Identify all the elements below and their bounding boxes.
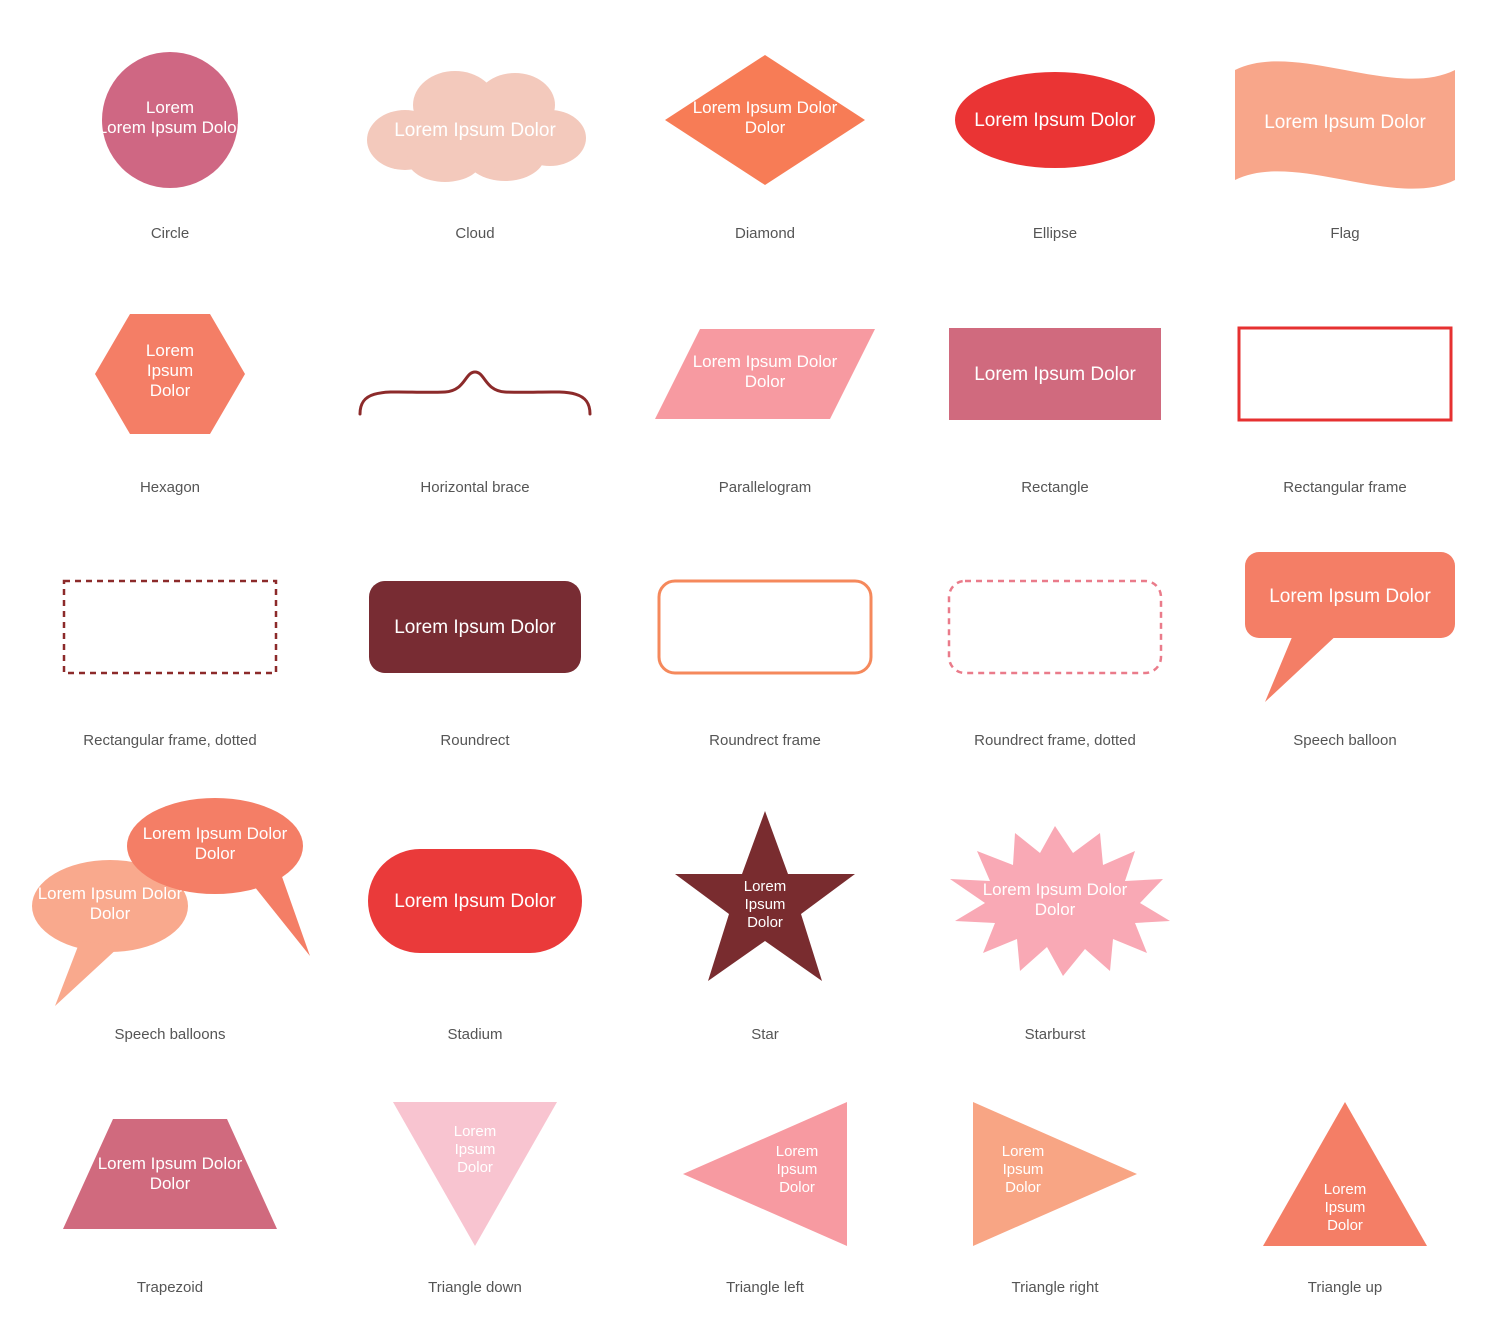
cell-star: LoremIpsumDolor Star	[630, 791, 900, 1045]
cell-roundrect: Lorem Ipsum Dolor Roundrect	[340, 537, 610, 751]
flag-shape: Lorem Ipsum Dolor	[1225, 40, 1465, 200]
triangleright-shape: LoremIpsumDolor	[965, 1094, 1145, 1254]
cell-roundrectframedot: Lorem Ipsum Dolor Roundrect frame, dotte…	[920, 537, 1190, 751]
svg-text:Lorem Ipsum Dolor: Lorem Ipsum Dolor	[974, 110, 1136, 131]
svg-text:Lorem Ipsum Dolor: Lorem Ipsum Dolor	[1264, 112, 1426, 133]
svg-text:LoremIpsumDolor: LoremIpsumDolor	[1002, 1143, 1045, 1196]
caption-rectangle: Rectangle	[1021, 478, 1089, 498]
triangledown-shape: LoremIpsumDolor	[385, 1094, 565, 1254]
caption-parallelogram: Parallelogram	[719, 478, 812, 498]
caption-speechballoon: Speech balloon	[1293, 731, 1396, 751]
svg-text:LoremIpsumDolor: LoremIpsumDolor	[744, 878, 787, 931]
circle-shape: LoremLorem Ipsum Dolor	[95, 45, 245, 195]
trapezoid-shape: Lorem Ipsum DolorDolor	[55, 1109, 285, 1239]
caption-stadium: Stadium	[447, 1025, 502, 1045]
caption-cloud: Cloud	[455, 224, 494, 244]
parallelogram-shape: Lorem Ipsum DolorDolor	[645, 319, 885, 429]
cell-speechballoon: Lorem Ipsum Dolor Speech balloon	[1210, 537, 1480, 751]
svg-text:Lorem Ipsum Dolor: Lorem Ipsum Dolor	[394, 891, 556, 912]
svg-text:Lorem Ipsum Dolor: Lorem Ipsum Dolor	[394, 617, 556, 638]
caption-triangleup: Triangle up	[1308, 1278, 1383, 1298]
caption-rectframe: Rectangular frame	[1283, 478, 1406, 498]
rectframedot-shape: Lorem Ipsum Dolor	[60, 577, 280, 677]
caption-roundrectframedot: Roundrect frame, dotted	[974, 731, 1136, 751]
cell-hexagon: LoremIpsumDolor Hexagon	[20, 284, 320, 498]
svg-text:LoremIpsumDolor: LoremIpsumDolor	[776, 1143, 819, 1196]
caption-diamond: Diamond	[735, 224, 795, 244]
caption-triangledown: Triangle down	[428, 1278, 522, 1298]
cell-cloud: Lorem Ipsum Dolor Cloud	[340, 30, 610, 244]
hexagon-shape: LoremIpsumDolor	[90, 304, 250, 444]
speechballoons-shape: Lorem Ipsum DolorDolor Lorem Ipsum Dolor…	[20, 791, 320, 1011]
svg-text:Lorem Ipsum Dolor: Lorem Ipsum Dolor	[974, 617, 1136, 638]
caption-starburst: Starburst	[1025, 1025, 1086, 1045]
cell-diamond: Lorem Ipsum DolorDolor Diamond	[630, 30, 900, 244]
caption-flag: Flag	[1330, 224, 1359, 244]
triangleleft-shape: LoremIpsumDolor	[675, 1094, 855, 1254]
caption-triangleleft: Triangle left	[726, 1278, 804, 1298]
svg-text:Lorem Ipsum Dolor: Lorem Ipsum Dolor	[394, 338, 556, 359]
cell-hbrace: Lorem Ipsum Dolor Horizontal brace	[340, 284, 610, 498]
cloud-shape: Lorem Ipsum Dolor	[345, 50, 605, 190]
rectangle-shape: Lorem Ipsum Dolor	[945, 324, 1165, 424]
caption-star: Star	[751, 1025, 779, 1045]
cell-stadium: Lorem Ipsum Dolor Stadium	[340, 791, 610, 1045]
cell-triangledown: LoremIpsumDolor Triangle down	[340, 1084, 610, 1298]
cell-rectangle: Lorem Ipsum Dolor Rectangle	[920, 284, 1190, 498]
cell-starburst: Lorem Ipsum DolorDolor Starburst	[920, 791, 1190, 1045]
cell-rectframedot: Lorem Ipsum Dolor Rectangular frame, dot…	[20, 537, 320, 751]
caption-hexagon: Hexagon	[140, 478, 200, 498]
svg-text:Lorem Ipsum Dolor: Lorem Ipsum Dolor	[974, 364, 1136, 385]
ellipse-shape: Lorem Ipsum Dolor	[945, 60, 1165, 180]
svg-text:LoremIpsumDolor: LoremIpsumDolor	[454, 1123, 497, 1176]
cell-speechballoons: Lorem Ipsum DolorDolor Lorem Ipsum Dolor…	[20, 791, 320, 1045]
cell-parallelogram: Lorem Ipsum DolorDolor Parallelogram	[630, 284, 900, 498]
caption-roundrect: Roundrect	[440, 731, 509, 751]
triangleup-shape: LoremIpsumDolor	[1255, 1094, 1435, 1254]
svg-text:Lorem Ipsum Dolor: Lorem Ipsum Dolor	[89, 617, 251, 638]
cell-rectframe: Lorem Ipsum Dolor Rectangular frame	[1210, 284, 1480, 498]
caption-hbrace: Horizontal brace	[420, 478, 529, 498]
caption-speechballoons: Speech balloons	[115, 1025, 226, 1045]
rectframe-shape: Lorem Ipsum Dolor	[1235, 324, 1455, 424]
cell-roundrectframe: Lorem Ipsum Dolor Roundrect frame	[630, 537, 900, 751]
cell-ellipse: Lorem Ipsum Dolor Ellipse	[920, 30, 1190, 244]
cell-triangleright: LoremIpsumDolor Triangle right	[920, 1084, 1190, 1298]
svg-text:Lorem Ipsum Dolor: Lorem Ipsum Dolor	[1269, 586, 1431, 607]
speechballoon-shape: Lorem Ipsum Dolor	[1225, 542, 1465, 712]
starburst-shape: Lorem Ipsum DolorDolor	[935, 821, 1175, 981]
caption-ellipse: Ellipse	[1033, 224, 1077, 244]
caption-triangleright: Triangle right	[1012, 1278, 1099, 1298]
star-shape: LoremIpsumDolor	[670, 806, 860, 996]
caption-rectframedot: Rectangular frame, dotted	[83, 731, 256, 751]
stadium-shape: Lorem Ipsum Dolor	[360, 841, 590, 961]
caption-trapezoid: Trapezoid	[137, 1278, 203, 1298]
caption-circle: Circle	[151, 224, 189, 244]
caption-roundrectframe: Roundrect frame	[709, 731, 821, 751]
cell-trapezoid: Lorem Ipsum DolorDolor Trapezoid	[20, 1084, 320, 1298]
cell-circle: LoremLorem Ipsum Dolor Circle	[20, 30, 320, 244]
svg-text:Lorem Ipsum Dolor: Lorem Ipsum Dolor	[1264, 364, 1426, 385]
roundrect-shape: Lorem Ipsum Dolor	[365, 577, 585, 677]
cell-flag: Lorem Ipsum Dolor Flag	[1210, 30, 1480, 244]
roundrectframedot-shape: Lorem Ipsum Dolor	[945, 577, 1165, 677]
cell-triangleup: LoremIpsumDolor Triangle up	[1210, 1084, 1480, 1298]
svg-text:Lorem Ipsum Dolor: Lorem Ipsum Dolor	[684, 617, 846, 638]
diamond-shape: Lorem Ipsum DolorDolor	[655, 45, 875, 195]
svg-text:LoremIpsumDolor: LoremIpsumDolor	[1324, 1181, 1367, 1234]
cell-spacer-r4	[1210, 791, 1480, 1045]
svg-text:Lorem Ipsum Dolor: Lorem Ipsum Dolor	[394, 120, 556, 141]
svg-text:LoremIpsumDolor: LoremIpsumDolor	[146, 341, 194, 400]
roundrectframe-shape: Lorem Ipsum Dolor	[655, 577, 875, 677]
cell-triangleleft: LoremIpsumDolor Triangle left	[630, 1084, 900, 1298]
shape-gallery: LoremLorem Ipsum Dolor Circle Lorem Ipsu…	[20, 30, 1480, 1298]
hbrace-shape: Lorem Ipsum Dolor	[345, 314, 605, 434]
